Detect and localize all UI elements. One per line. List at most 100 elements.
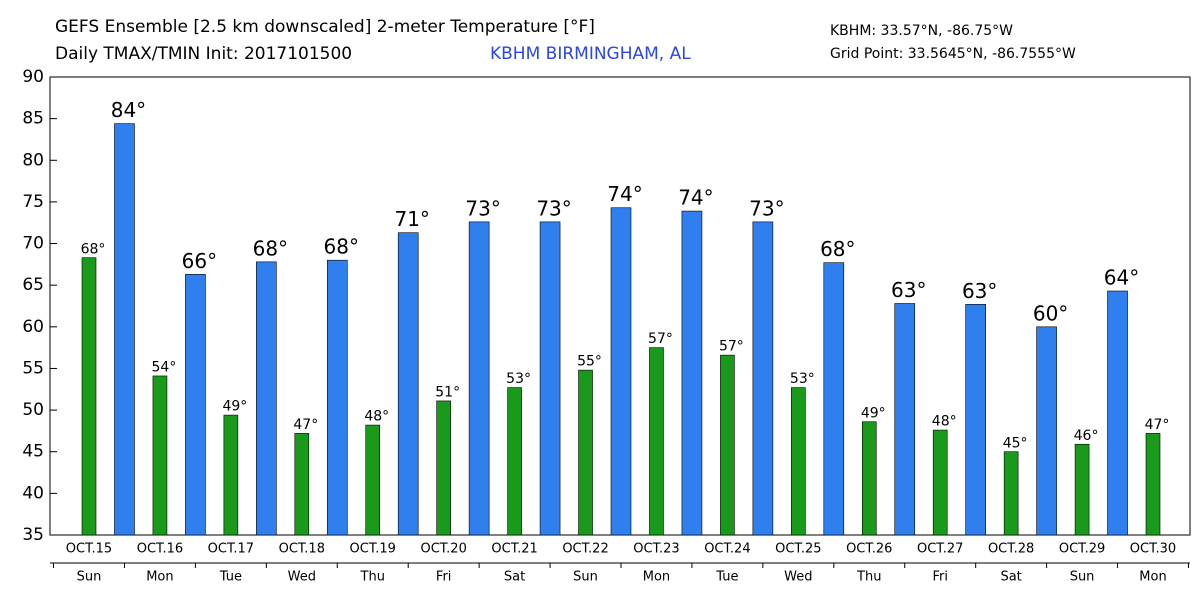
value-label: 73° (536, 196, 571, 220)
value-label: 63° (962, 279, 997, 303)
bar (397, 232, 419, 536)
bar (468, 221, 490, 536)
bar (256, 261, 277, 536)
value-label: 45° (1003, 435, 1028, 451)
value-label: 60° (1033, 301, 1068, 325)
value-label: 74° (607, 182, 642, 206)
x-tick-label: OCT.20 (420, 542, 466, 557)
weekday-label: Wed (784, 570, 812, 585)
y-tick-label: 40 (22, 483, 44, 503)
bar (932, 429, 948, 536)
bar (1036, 326, 1057, 536)
value-label: 47° (1145, 417, 1170, 433)
bar (720, 354, 735, 536)
value-label: 63° (891, 278, 926, 302)
value-label: 47° (293, 417, 318, 433)
x-tick-label: OCT.30 (1130, 542, 1176, 557)
y-tick-label: 35 (22, 525, 44, 545)
value-label: 68° (81, 241, 106, 257)
value-label: 68° (253, 236, 288, 260)
x-tick-label: OCT.24 (704, 542, 750, 557)
weekday-label: Sat (504, 570, 525, 585)
weekday-label: Wed (288, 570, 316, 585)
value-label: 68° (820, 237, 855, 261)
bar (326, 259, 348, 536)
weekday-label: Sat (1000, 570, 1021, 585)
value-label: 55° (577, 354, 602, 370)
value-label: 53° (790, 371, 815, 387)
chart-title: GEFS Ensemble [2.5 km downscaled] 2-mete… (55, 17, 595, 37)
y-tick-label: 60 (22, 317, 44, 337)
chart-subtitle: Daily TMAX/TMIN Init: 2017101500 (55, 44, 352, 64)
value-label: 54° (152, 360, 177, 376)
x-tick-label: OCT.15 (66, 542, 112, 557)
bar (152, 375, 168, 536)
weekday-label: Sun (573, 570, 598, 585)
value-label: 66° (182, 249, 217, 273)
bar (791, 387, 806, 536)
y-tick-label: 55 (22, 358, 44, 378)
bar (1107, 290, 1128, 536)
weekday-label: Fri (436, 570, 452, 585)
bar (578, 369, 593, 536)
bar (681, 210, 703, 536)
value-label: 68° (324, 235, 359, 259)
x-tick-label: OCT.25 (775, 542, 821, 557)
bar (1074, 443, 1090, 536)
weekday-label: Thu (360, 570, 385, 585)
value-label: 74° (678, 186, 713, 210)
bar (507, 387, 522, 536)
value-label: 46° (1074, 428, 1099, 444)
y-tick-label: 75 (22, 192, 44, 212)
value-label: 49° (861, 405, 886, 421)
bar (861, 421, 877, 536)
value-label: 73° (749, 196, 784, 220)
x-tick-label: OCT.21 (491, 542, 537, 557)
bar (752, 221, 774, 536)
station: KBHM: 33.57°N, -86.75°W (830, 23, 1013, 39)
weekday-label: Tue (715, 570, 738, 585)
weekday-label: Mon (146, 570, 173, 585)
bar (649, 347, 664, 536)
bar (365, 424, 381, 536)
x-tick-label: OCT.28 (988, 542, 1034, 557)
weekday-label: Thu (856, 570, 881, 585)
value-label: 57° (648, 331, 673, 347)
value-label: 53° (506, 371, 531, 387)
bar (436, 400, 451, 536)
weekday-label: Mon (643, 570, 670, 585)
weekday-label: Sun (1070, 570, 1095, 585)
value-label: 57° (719, 339, 744, 355)
value-label: 64° (1104, 266, 1139, 290)
bar (823, 262, 845, 536)
value-label: 49° (222, 399, 247, 415)
y-tick-label: 70 (22, 234, 44, 254)
y-tick-label: 90 (22, 67, 44, 87)
bar (1145, 433, 1161, 536)
x-tick-label: OCT.16 (137, 542, 183, 557)
value-label: 71° (394, 207, 429, 231)
x-tick-label: OCT.22 (562, 542, 608, 557)
value-label: 48° (932, 414, 957, 430)
weekday-label: Tue (219, 570, 242, 585)
x-tick-label: OCT.29 (1059, 542, 1105, 557)
bar (185, 274, 206, 536)
location: KBHM BIRMINGHAM, AL (490, 44, 691, 64)
bar (539, 221, 561, 536)
x-tick-label: OCT.19 (350, 542, 396, 557)
bar (81, 257, 97, 536)
bar (965, 304, 986, 536)
x-tick-label: OCT.23 (633, 542, 679, 557)
bar (610, 207, 632, 536)
x-tick-label: OCT.18 (279, 542, 325, 557)
y-tick-label: 45 (22, 442, 44, 462)
bar (894, 303, 916, 536)
y-tick-label: 65 (22, 275, 44, 295)
value-label: 51° (435, 385, 460, 401)
value-label: 84° (111, 98, 146, 122)
y-tick-label: 80 (22, 150, 44, 170)
value-label: 48° (364, 409, 389, 425)
x-tick-label: OCT.17 (208, 542, 254, 557)
grid-point: Grid Point: 33.5645°N, -86.7555°W (830, 46, 1076, 62)
